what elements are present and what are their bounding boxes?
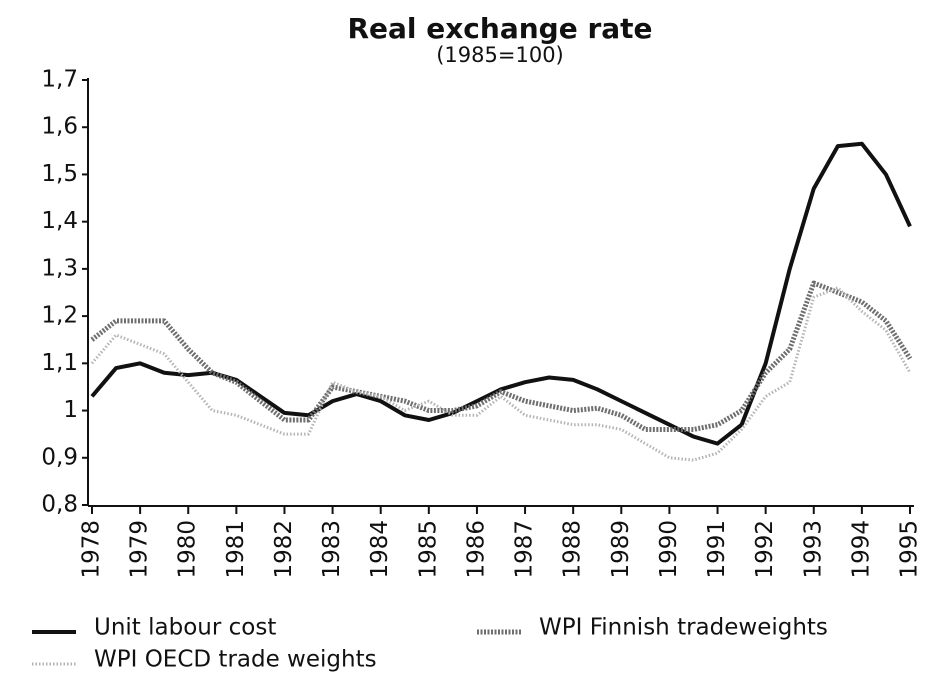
chart-title: Real exchange rate <box>347 12 652 45</box>
y-tick-label: 1,7 <box>41 67 78 93</box>
x-tick-label: 1982 <box>271 520 297 579</box>
x-tick-label: 1993 <box>800 520 826 579</box>
legend-label: Unit labour cost <box>94 615 276 641</box>
legend-label: WPI Finnish tradeweights <box>539 615 828 641</box>
x-tick-label: 1989 <box>608 520 634 579</box>
y-tick-label: 1,5 <box>41 161 78 187</box>
x-tick-label: 1995 <box>897 520 923 579</box>
y-tick-label: 0,9 <box>41 444 78 470</box>
y-tick-label: 1 <box>63 397 78 423</box>
x-tick-label: 1990 <box>656 520 682 579</box>
y-tick-label: 1,2 <box>41 303 78 329</box>
y-tick-label: 0,8 <box>41 492 78 518</box>
y-tick-label: 1,1 <box>41 350 78 376</box>
x-tick-label: 1988 <box>560 520 586 579</box>
y-tick-label: 1,6 <box>41 114 78 140</box>
y-tick-label: 1,4 <box>41 208 78 234</box>
x-tick-label: 1994 <box>848 520 874 579</box>
x-tick-label: 1992 <box>752 520 778 579</box>
series-line <box>90 286 912 462</box>
x-tick-label: 1980 <box>175 520 201 579</box>
x-tick-label: 1986 <box>463 520 489 579</box>
x-tick-label: 1991 <box>704 520 730 579</box>
x-tick-label: 1981 <box>223 520 249 579</box>
series-line <box>90 280 913 432</box>
legend-label: WPI OECD trade weights <box>94 647 377 673</box>
x-tick-label: 1985 <box>415 520 441 579</box>
x-tick-label: 1987 <box>512 520 538 579</box>
x-tick-label: 1979 <box>127 520 153 579</box>
chart-subtitle: (1985=100) <box>436 43 564 67</box>
y-tick-label: 1,3 <box>41 255 78 281</box>
x-tick-label: 1978 <box>79 520 105 579</box>
x-tick-label: 1983 <box>319 520 345 579</box>
series-line <box>90 141 912 446</box>
x-tick-label: 1984 <box>367 520 393 579</box>
